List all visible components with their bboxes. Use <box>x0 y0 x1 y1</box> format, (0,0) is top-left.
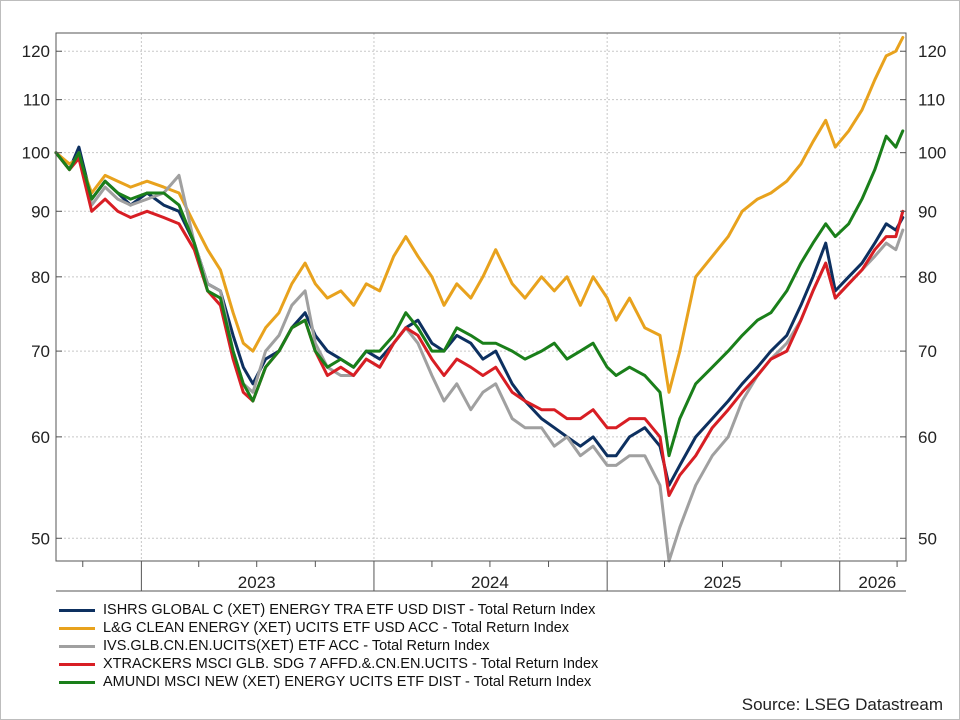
x-year-label: 2024 <box>471 573 509 592</box>
legend-label: AMUNDI MSCI NEW (XET) ENERGY UCITS ETF D… <box>103 674 592 690</box>
y-tick-label-right: 70 <box>918 342 937 361</box>
x-year-label: 2026 <box>858 573 896 592</box>
y-tick-label-left: 70 <box>31 342 50 361</box>
legend: ISHRS GLOBAL C (XET) ENERGY TRA ETF USD … <box>59 601 759 691</box>
y-tick-label-right: 110 <box>918 91 945 110</box>
legend-swatch <box>59 644 95 648</box>
y-tick-label-right: 100 <box>918 144 946 163</box>
y-tick-label-left: 100 <box>22 144 50 163</box>
source-note: Source: LSEG Datastream <box>741 695 943 714</box>
legend-item: AMUNDI MSCI NEW (XET) ENERGY UCITS ETF D… <box>59 673 759 691</box>
y-tick-label-left: 90 <box>31 202 50 221</box>
y-tick-label-right: 90 <box>918 202 937 221</box>
y-tick-label-right: 60 <box>918 428 937 447</box>
y-tick-label-left: 50 <box>31 529 50 548</box>
series-line-2 <box>54 36 905 394</box>
legend-item: L&G CLEAN ENERGY (XET) UCITS ETF USD ACC… <box>59 619 759 637</box>
series-line-5 <box>54 129 905 458</box>
legend-label: L&G CLEAN ENERGY (XET) UCITS ETF USD ACC… <box>103 620 570 636</box>
legend-item: IVS.GLB.CN.EN.UCITS(XET) ETF ACC - Total… <box>59 637 759 655</box>
axes-layer: 50 50 60 60 70 70 80 80 90 90 100 100 110 110 120 120 20… <box>22 32 946 592</box>
legend-label: XTRACKERS MSCI GLB. SDG 7 AFFD.&.CN.EN.U… <box>103 656 599 672</box>
grid-layer <box>56 33 906 561</box>
y-tick-label-left: 60 <box>31 428 50 447</box>
legend-item: ISHRS GLOBAL C (XET) ENERGY TRA ETF USD … <box>59 601 759 619</box>
y-tick-label-right: 80 <box>918 268 937 287</box>
y-tick-label-left: 110 <box>23 91 50 110</box>
legend-swatch <box>59 680 95 684</box>
x-year-label: 2025 <box>704 573 742 592</box>
legend-swatch <box>59 608 95 612</box>
plot-border <box>55 32 907 562</box>
legend-item: XTRACKERS MSCI GLB. SDG 7 AFFD.&.CN.EN.U… <box>59 655 759 673</box>
y-tick-label-right: 120 <box>918 42 946 61</box>
legend-swatch <box>59 662 95 666</box>
x-year-label: 2023 <box>238 573 276 592</box>
legend-label: ISHRS GLOBAL C (XET) ENERGY TRA ETF USD … <box>103 602 596 618</box>
legend-swatch <box>59 626 95 630</box>
series-layer <box>54 36 905 563</box>
y-tick-label-left: 80 <box>31 268 50 287</box>
y-tick-label-right: 50 <box>918 529 937 548</box>
y-tick-label-left: 120 <box>22 42 50 61</box>
legend-label: IVS.GLB.CN.EN.UCITS(XET) ETF ACC - Total… <box>103 638 490 654</box>
